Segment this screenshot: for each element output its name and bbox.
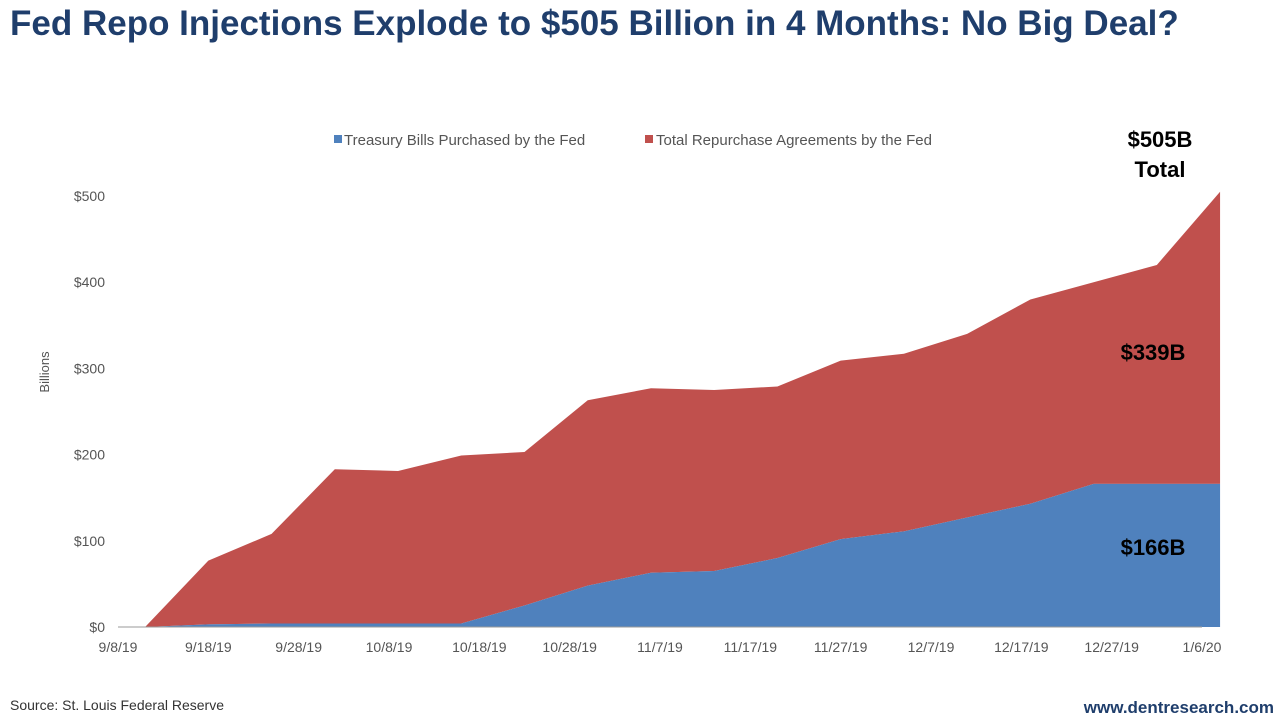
x-tick-label: 12/7/19 [908,639,955,655]
x-tick-label: 10/28/19 [542,639,597,655]
x-tick-label: 12/27/19 [1084,639,1139,655]
legend-swatch-tbills [334,135,342,143]
x-tick-label: 11/17/19 [724,639,778,655]
x-tick-label: 10/8/19 [366,639,413,655]
y-tick-label: $300 [74,360,105,376]
legend-swatch-repo [645,135,653,143]
legend-label-tbills: Treasury Bills Purchased by the Fed [344,132,585,149]
annotation-repo: $339B [1121,340,1186,365]
x-tick-label: 1/6/20 [1183,639,1222,655]
y-axis-label: Billions [37,351,52,393]
annotation-total-line2: Total [1135,157,1186,182]
stacked-area-chart: $0 $100 $200 $300 $400 $500 9/8/19 9/18/19 9/28/… [37,127,1222,655]
x-tick-label: 11/7/19 [637,639,683,655]
page-title: Fed Repo Injections Explode to $505 Bill… [10,4,1179,43]
y-tick-label: $0 [89,619,105,635]
y-tick-label: $200 [74,447,105,463]
website-link[interactable]: www.dentresearch.com [1083,698,1274,717]
area-total-repurchase-agreements [145,191,1221,627]
annotation-tbills: $166B [1121,535,1186,560]
y-tick-label: $500 [74,188,105,204]
annotation-total: $505B [1128,127,1193,152]
x-tick-label: 12/17/19 [994,639,1049,655]
y-tick-label: $400 [74,274,105,290]
legend-label-repo: Total Repurchase Agreements by the Fed [656,132,932,149]
x-tick-label: 9/8/19 [99,639,138,655]
source-note: Source: St. Louis Federal Reserve [10,697,224,713]
x-tick-label: 11/27/19 [814,639,868,655]
area-treasury-bills [145,483,1221,627]
y-tick-label: $100 [74,533,105,549]
x-tick-label: 9/18/19 [185,639,232,655]
x-tick-label: 9/28/19 [275,639,322,655]
x-tick-label: 10/18/19 [452,639,507,655]
